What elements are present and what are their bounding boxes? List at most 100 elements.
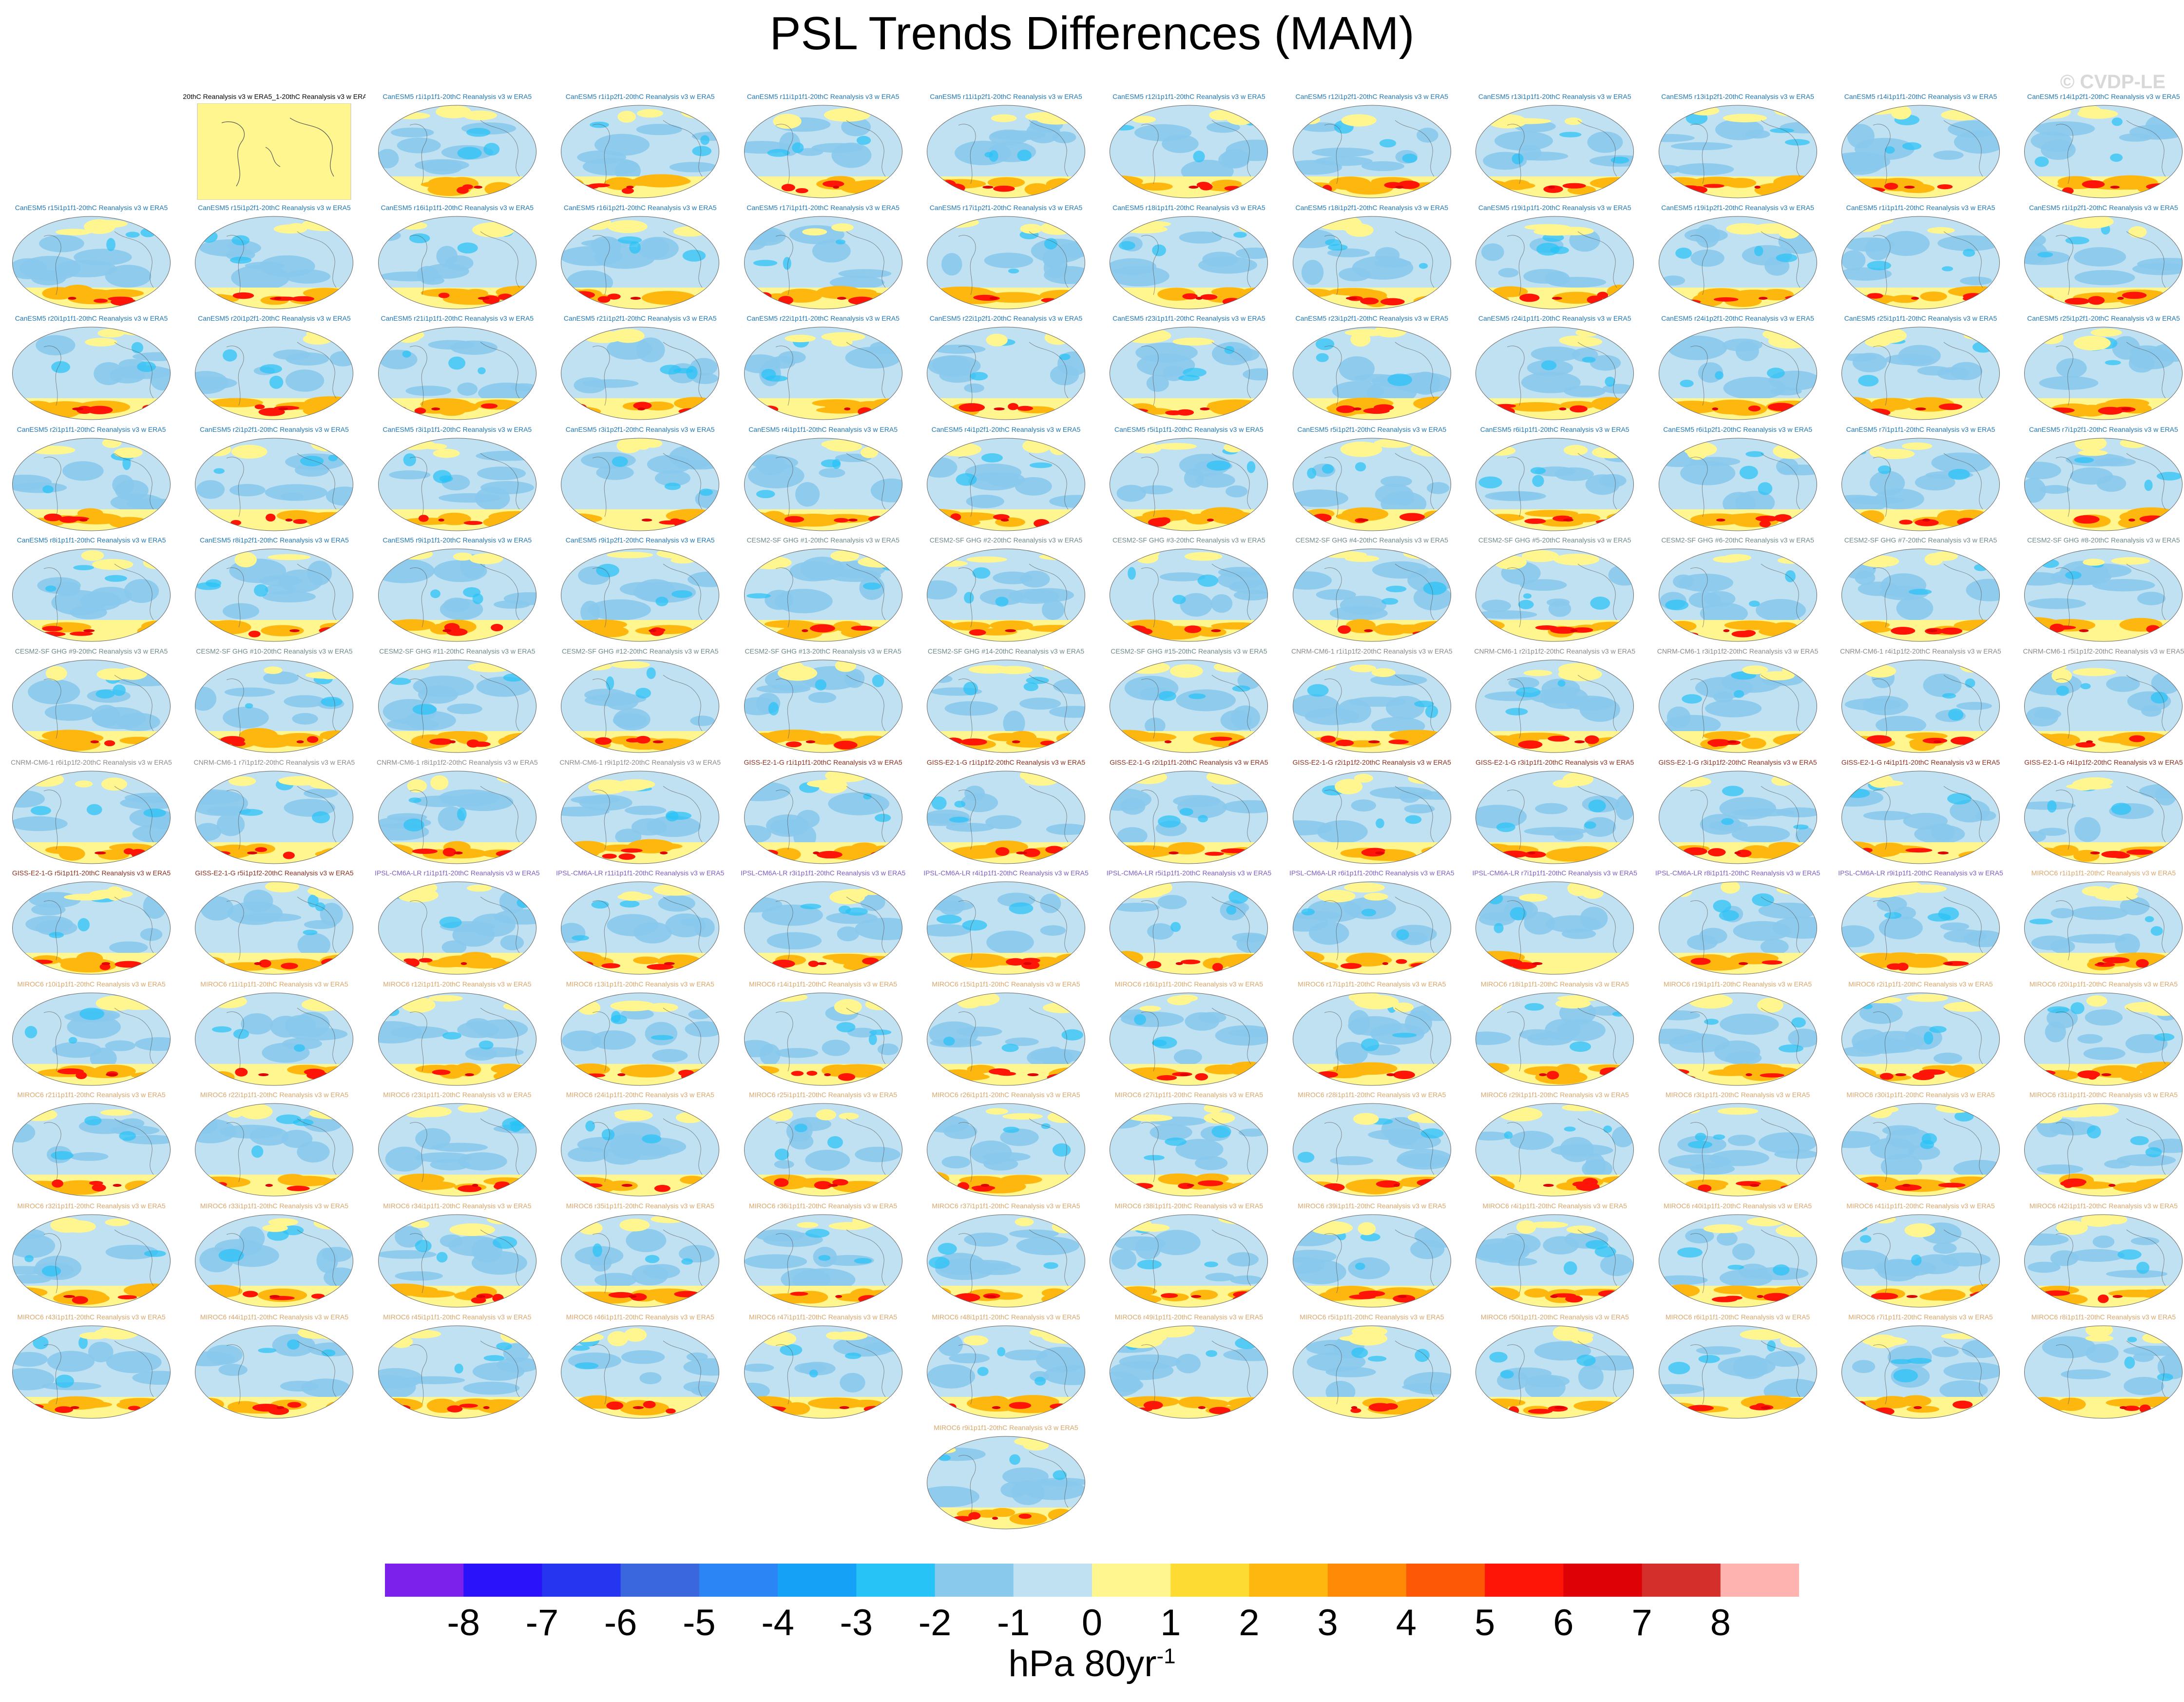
panel-title: CanESM5 r8i1p2f1-20thC Reanalysis v3 w E… — [199, 536, 349, 544]
map-panel: MIROC6 r6i1p1f1-20thC Reanalysis v3 w ER… — [1647, 1313, 1829, 1424]
world-map — [1841, 992, 2000, 1086]
colorbar-tick-label: 5 — [1474, 1602, 1495, 1644]
panel-title: CNRM-CM6-1 r5i1p1f2-20thC Reanalysis v3 … — [2023, 647, 2184, 655]
panel-title: CNRM-CM6-1 r2i1p1f2-20thC Reanalysis v3 … — [1474, 647, 1636, 655]
panel-title: MIROC6 r17i1p1f1-20thC Reanalysis v3 w E… — [1298, 980, 1446, 988]
map-panel: CanESM5 r6i1p1f1-20thC Reanalysis v3 w E… — [1463, 426, 1646, 537]
panel-title: CanESM5 r11i1p1f1-20thC Reanalysis v3 w … — [747, 93, 900, 100]
world-map — [1475, 1325, 1634, 1419]
panel-title: CESM2-SF GHG #9-20thC Reanalysis v3 w ER… — [15, 647, 168, 655]
map-panel: MIROC6 r15i1p1f1-20thC Reanalysis v3 w E… — [915, 980, 1097, 1091]
world-map — [2024, 105, 2183, 198]
map-panel: CESM2-SF GHG #6-20thC Reanalysis v3 w ER… — [1647, 536, 1829, 647]
panel-title: CESM2-SF GHG #3-20thC Reanalysis v3 w ER… — [1112, 536, 1265, 544]
colorbar-tick-label: -2 — [918, 1602, 952, 1644]
panel-title: GISS-E2-1-G r5i1p1f1-20thC Reanalysis v3… — [12, 869, 171, 877]
panel-title: CanESM5 r12i1p2f1-20thC Reanalysis v3 w … — [1295, 93, 1449, 100]
world-map — [744, 548, 902, 642]
panel-title: CanESM5 r18i1p2f1-20thC Reanalysis v3 w … — [1295, 203, 1449, 212]
panel-title: MIROC6 r7i1p1f1-20thC Reanalysis v3 w ER… — [1848, 1313, 1993, 1321]
world-map — [744, 1325, 902, 1419]
panel-title: MIROC6 r40i1p1f1-20thC Reanalysis v3 w E… — [1663, 1202, 1812, 1210]
map-panel: MIROC6 r11i1p1f1-20thC Reanalysis v3 w E… — [183, 980, 365, 1091]
panel-title: MIROC6 r14i1p1f1-20thC Reanalysis v3 w E… — [748, 980, 898, 988]
panel-title: CanESM5 r8i1p1f1-20thC Reanalysis v3 w E… — [17, 536, 166, 544]
map-panel: GISS-E2-1-G r3i1p1f2-20thC Reanalysis v3… — [1647, 758, 1829, 870]
world-map — [1475, 216, 1634, 309]
map-panel: GISS-E2-1-G r2i1p1f1-20thC Reanalysis v3… — [1097, 758, 1280, 870]
colorbar-tick-label: 0 — [1081, 1602, 1103, 1644]
map-panel: MIROC6 r32i1p1f1-20thC Reanalysis v3 w E… — [0, 1202, 183, 1313]
panel-title: CESM2-SF GHG #1-20thC Reanalysis v3 w ER… — [747, 536, 900, 544]
map-panel: CanESM5 r3i1p1f1-20thC Reanalysis v3 w E… — [366, 426, 549, 537]
colorbar-segment — [1327, 1564, 1407, 1597]
map-panel: GISS-E2-1-G r5i1p1f1-20thC Reanalysis v3… — [0, 869, 183, 980]
world-map — [378, 992, 536, 1086]
colorbar-tick-label: -4 — [761, 1602, 794, 1644]
colorbar-segment — [699, 1564, 778, 1597]
world-map — [927, 216, 1085, 309]
world-map — [1475, 1103, 1634, 1197]
colorbar-segment — [1642, 1564, 1721, 1597]
panel-title: CESM2-SF GHG #11-20thC Reanalysis v3 w E… — [379, 647, 536, 655]
world-map — [744, 105, 902, 198]
map-panel: MIROC6 r47i1p1f1-20thC Reanalysis v3 w E… — [732, 1313, 915, 1424]
panel-title: CanESM5 r3i1p1f1-20thC Reanalysis v3 w E… — [383, 425, 532, 433]
map-panel: CanESM5 r11i1p1f1-20thC Reanalysis v3 w … — [732, 93, 915, 204]
world-map — [927, 105, 1085, 198]
colorbar-tick-label: 7 — [1631, 1602, 1652, 1644]
panel-title: CanESM5 r7i1p2f1-20thC Reanalysis v3 w E… — [2029, 425, 2178, 433]
world-map — [927, 881, 1085, 975]
panel-title: MIROC6 r26i1p1f1-20thC Reanalysis v3 w E… — [932, 1091, 1080, 1099]
panel-title: IPSL-CM6A-LR r1i1p1f1-20thC Reanalysis v… — [375, 869, 540, 877]
panel-title: CanESM5 r21i1p2f1-20thC Reanalysis v3 w … — [563, 314, 717, 323]
world-map — [1292, 659, 1451, 753]
world-map — [1841, 438, 2000, 531]
panel-title: CanESM5 r12i1p1f1-20thC Reanalysis v3 w … — [1112, 93, 1265, 100]
map-panel: CanESM5 r5i1p1f1-20thC Reanalysis v3 w E… — [1097, 426, 1280, 537]
world-map — [1658, 881, 1817, 975]
map-panel: CNRM-CM6-1 r7i1p1f2-20thC Reanalysis v3 … — [183, 758, 365, 870]
map-panel: CanESM5 r8i1p1f1-20thC Reanalysis v3 w E… — [0, 536, 183, 647]
map-panel: IPSL-CM6A-LR r11i1p1f1-20thC Reanalysis … — [549, 869, 731, 980]
map-panel: MIROC6 r36i1p1f1-20thC Reanalysis v3 w E… — [732, 1202, 915, 1313]
map-panel: CanESM5 r24i1p1f1-20thC Reanalysis v3 w … — [1463, 314, 1646, 426]
colorbar-segment — [463, 1564, 542, 1597]
colorbar-segment — [620, 1564, 700, 1597]
map-panel: GISS-E2-1-G r5i1p1f2-20thC Reanalysis v3… — [183, 869, 365, 980]
panel-title: CanESM5 r17i1p1f1-20thC Reanalysis v3 w … — [747, 203, 900, 212]
map-panel: MIROC6 r9i1p1f1-20thC Reanalysis v3 w ER… — [915, 1424, 1097, 1535]
map-panel: MIROC6 r49i1p1f1-20thC Reanalysis v3 w E… — [1097, 1313, 1280, 1424]
map-panel: CESM2-SF GHG #7-20thC Reanalysis v3 w ER… — [1829, 536, 2012, 647]
colorbar-segment — [1720, 1564, 1799, 1597]
units-label: hPa 80yr — [1008, 1643, 1157, 1684]
panel-title: MIROC6 r28i1p1f1-20thC Reanalysis v3 w E… — [1298, 1091, 1446, 1099]
world-map — [927, 1214, 1085, 1308]
panel-title: MIROC6 r25i1p1f1-20thC Reanalysis v3 w E… — [748, 1091, 898, 1099]
map-panel: GISS-E2-1-G r4i1p1f2-20thC Reanalysis v3… — [2012, 758, 2184, 870]
colorbar-tick-label: 6 — [1553, 1602, 1574, 1644]
panel-title: CanESM5 r2i1p2f1-20thC Reanalysis v3 w E… — [199, 425, 349, 433]
map-panel: MIROC6 r8i1p1f1-20thC Reanalysis v3 w ER… — [2012, 1313, 2184, 1424]
panel-title: CanESM5 r4i1p1f1-20thC Reanalysis v3 w E… — [748, 425, 898, 433]
world-map — [744, 881, 902, 975]
panel-title: CanESM5 r6i1p2f1-20thC Reanalysis v3 w E… — [1663, 425, 1812, 433]
world-map — [12, 992, 171, 1086]
map-panel: IPSL-CM6A-LR r7i1p1f1-20thC Reanalysis v… — [1463, 869, 1646, 980]
world-map — [2024, 1214, 2183, 1308]
world-map — [1658, 216, 1817, 309]
world-map — [2024, 1103, 2183, 1197]
world-map — [1110, 1214, 1268, 1308]
world-map — [195, 438, 354, 531]
colorbar-segment — [935, 1564, 1014, 1597]
world-map — [195, 881, 354, 975]
panel-title: CanESM5 r1i1p1f1-20thC Reanalysis v3 w E… — [1846, 203, 1995, 212]
world-map — [197, 103, 351, 200]
units-exponent: -1 — [1156, 1644, 1176, 1668]
map-panel: CNRM-CM6-1 r5i1p1f2-20thC Reanalysis v3 … — [2012, 647, 2184, 758]
panel-title: IPSL-CM6A-LR r5i1p1f1-20thC Reanalysis v… — [1106, 869, 1272, 877]
world-map — [1475, 327, 1634, 420]
panel-title: MIROC6 r11i1p1f1-20thC Reanalysis v3 w E… — [200, 980, 348, 988]
map-panel: MIROC6 r24i1p1f1-20thC Reanalysis v3 w E… — [549, 1091, 731, 1202]
panel-title: CNRM-CM6-1 r9i1p1f2-20thC Reanalysis v3 … — [559, 758, 721, 766]
